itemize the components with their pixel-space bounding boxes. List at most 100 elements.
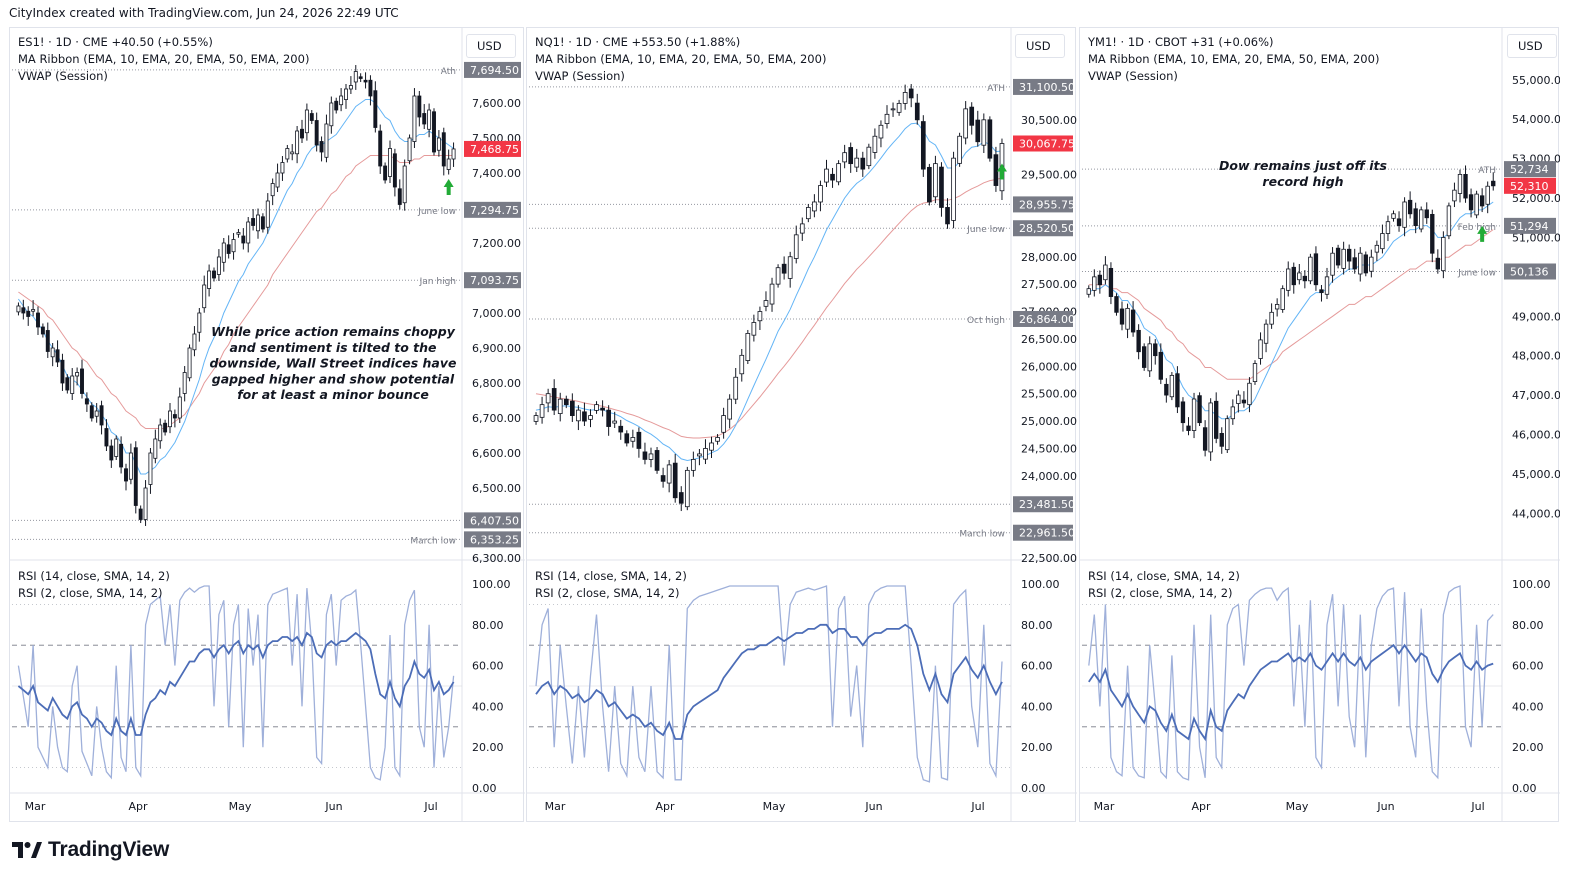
month-label: May — [229, 800, 252, 813]
candle-body — [660, 475, 666, 482]
month-label: May — [1286, 800, 1309, 813]
candle-body — [402, 165, 407, 204]
candle-body — [691, 459, 696, 471]
price-tag — [1013, 78, 1073, 95]
price-tag-label: 22,961.50 — [1019, 527, 1075, 540]
candle-body — [557, 398, 563, 414]
green-up-arrow-icon — [1477, 225, 1488, 242]
candle-body — [182, 372, 187, 394]
month-label: Jul — [1470, 800, 1484, 813]
es-legend: ES1! · 1D · CME +40.50 (+0.55%) MA Ribbo… — [18, 34, 309, 85]
candle-body — [1335, 247, 1341, 266]
es-chart-panel[interactable]: ES1! · 1D · CME +40.50 (+0.55%) MA Ribbo… — [9, 27, 525, 822]
candle-body — [1452, 189, 1457, 202]
annotation-line: for at least a minor bounce — [237, 387, 429, 402]
ym-currency-button[interactable]: USD — [1507, 34, 1557, 58]
es-rsi-legend: RSI (14, close, SMA, 14, 2) RSI (2, clos… — [18, 568, 170, 602]
candle-body — [89, 405, 94, 419]
candle-body — [654, 450, 660, 471]
candle-body — [246, 221, 251, 244]
candle-body — [21, 307, 26, 314]
es-ma-ribbon-line[interactable]: MA Ribbon (EMA, 10, EMA, 20, EMA, 50, EM… — [18, 52, 310, 66]
green-up-arrow-icon — [443, 179, 454, 195]
candle-body — [353, 71, 358, 83]
level-note: June low — [1457, 268, 1496, 278]
candle-body — [939, 166, 944, 208]
price-axis-label: 6,900.00 — [472, 342, 521, 355]
rsi2-line — [535, 585, 1003, 783]
tradingview-logo-icon — [12, 842, 42, 858]
es-currency-button[interactable]: USD — [466, 34, 516, 58]
price-axis-label: 47,000.00 — [1512, 389, 1560, 402]
ema-fast-line — [535, 122, 1003, 462]
month-label: Jun — [864, 800, 882, 813]
candle-body — [392, 153, 397, 188]
candle-body — [1274, 304, 1280, 310]
nq-chart-panel[interactable]: NQ1! · 1D · CME +553.50 (+1.88%) MA Ribb… — [526, 27, 1077, 822]
candle-body — [1119, 308, 1125, 325]
candle-body — [957, 135, 962, 164]
candle-body — [775, 267, 781, 285]
candle-body — [703, 448, 708, 460]
price-tag — [1013, 196, 1073, 213]
candle-body — [1114, 296, 1119, 313]
candle-body — [168, 410, 172, 428]
rsi-axis-label: 0.00 — [1512, 782, 1537, 795]
candle-body — [1385, 221, 1391, 234]
candle-body — [1136, 329, 1141, 353]
candle-body — [569, 400, 575, 416]
nq-symbol-line[interactable]: NQ1! · 1D · CME +553.50 (+1.88%) — [535, 35, 741, 49]
month-label: May — [763, 800, 786, 813]
candle-body — [805, 207, 811, 220]
candle-body — [854, 157, 860, 168]
price-axis-label: 7,600.00 — [472, 97, 521, 110]
ym-ma-ribbon-line[interactable]: MA Ribbon (EMA, 10, EMA, 20, EMA, 50, EM… — [1088, 52, 1380, 66]
ym-symbol-line[interactable]: YM1! · 1D · CBOT +31 (+0.06%) — [1088, 35, 1274, 49]
candle-body — [914, 102, 920, 121]
nq-currency-button[interactable]: USD — [1015, 34, 1065, 58]
green-up-arrow-icon — [996, 163, 1007, 180]
es-rsi14-label[interactable]: RSI (14, close, SMA, 14, 2) — [18, 569, 170, 583]
es-vwap-line[interactable]: VWAP (Session) — [18, 69, 108, 83]
ema-fast-line — [17, 99, 454, 475]
level-note: March low — [959, 530, 1005, 540]
candle-body — [1164, 383, 1169, 396]
rsi-axis-label: 40.00 — [1512, 700, 1544, 713]
nq-ma-ribbon-line[interactable]: MA Ribbon (EMA, 10, EMA, 20, EMA, 50, EM… — [535, 52, 827, 66]
ym-rsi2-label[interactable]: RSI (2, close, SMA, 14, 2) — [1088, 586, 1233, 600]
es-rsi2-label[interactable]: RSI (2, close, SMA, 14, 2) — [18, 586, 163, 600]
ym-rsi14-label[interactable]: RSI (14, close, SMA, 14, 2) — [1088, 569, 1240, 583]
annotation-line: gapped higher and show potential — [212, 371, 455, 386]
candle-body — [1474, 193, 1479, 216]
candle-body — [177, 396, 182, 419]
chart-svg: 22,500.00 24,000.00 24,500.00 25,000.00 25,5… — [527, 28, 1077, 821]
candle-body — [84, 398, 89, 405]
candle-body — [1086, 288, 1091, 295]
nq-vwap-line[interactable]: VWAP (Session) — [535, 69, 625, 83]
nq-rsi14-label[interactable]: RSI (14, close, SMA, 14, 2) — [535, 569, 687, 583]
rsi14-line — [1088, 643, 1494, 742]
candle-body — [908, 88, 914, 99]
ym-vwap-line[interactable]: VWAP (Session) — [1088, 69, 1178, 83]
candle-body — [128, 452, 133, 480]
tradingview-logo-text: TradingView — [48, 838, 170, 861]
candle-body — [539, 404, 545, 418]
level-note: ATH — [1478, 166, 1496, 176]
rsi-axis-label: 20.00 — [1021, 741, 1053, 754]
candle-body — [588, 415, 593, 420]
es-symbol-line[interactable]: ES1! · 1D · CME +40.50 (+0.55%) — [18, 35, 213, 49]
ym-chart-panel[interactable]: YM1! · 1D · CBOT +31 (+0.06%) MA Ribbon … — [1079, 27, 1560, 822]
tradingview-logo[interactable]: TradingView — [12, 838, 169, 862]
candle-body — [648, 453, 654, 460]
month-label: Mar — [545, 800, 566, 813]
nq-rsi2-label[interactable]: RSI (2, close, SMA, 14, 2) — [535, 586, 680, 600]
candle-body — [987, 119, 993, 159]
price-tag-label: 52,310 — [1510, 180, 1549, 193]
candle-body — [551, 388, 557, 411]
candle-body — [618, 425, 624, 433]
level-note: ATH — [987, 84, 1005, 94]
candle-body — [1219, 433, 1224, 447]
level-note: Oct high — [967, 316, 1005, 326]
candle-body — [642, 451, 648, 460]
rsi-axis-label: 20.00 — [1512, 741, 1544, 754]
